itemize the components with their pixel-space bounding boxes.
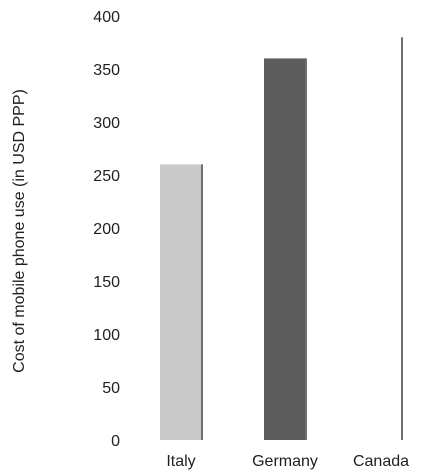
bars-group bbox=[160, 37, 402, 440]
y-tick-label-150: 150 bbox=[93, 274, 120, 291]
y-axis-title: Cost of mobile phone use (in USD PPP) bbox=[11, 89, 28, 373]
bar-canada bbox=[360, 37, 402, 440]
bar-italy bbox=[160, 164, 202, 440]
bar-germany bbox=[264, 58, 306, 440]
y-tick-label-200: 200 bbox=[93, 221, 120, 238]
x-tick-label-canada: Canada bbox=[353, 453, 409, 470]
y-tick-label-50: 50 bbox=[102, 380, 120, 397]
x-tick-label-germany: Germany bbox=[252, 453, 318, 470]
y-tick-label-250: 250 bbox=[93, 168, 120, 185]
y-axis-ticks: 0 50 100 150 200 250 300 350 400 bbox=[93, 9, 120, 450]
x-tick-label-italy: Italy bbox=[166, 453, 195, 470]
x-axis-labels: Italy Germany Canada bbox=[166, 453, 409, 470]
y-tick-label-400: 400 bbox=[93, 9, 120, 26]
y-tick-label-0: 0 bbox=[111, 433, 120, 450]
y-tick-label-300: 300 bbox=[93, 115, 120, 132]
y-tick-label-100: 100 bbox=[93, 327, 120, 344]
y-tick-label-350: 350 bbox=[93, 62, 120, 79]
